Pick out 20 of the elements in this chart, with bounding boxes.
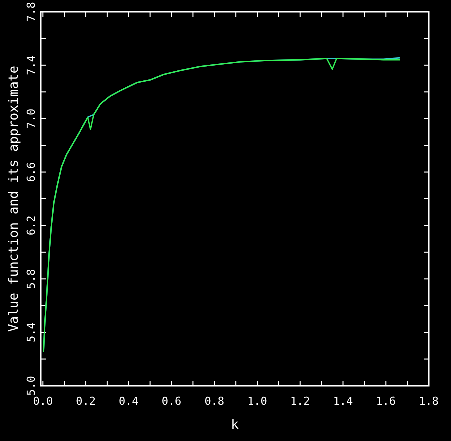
x-tick-label: 0.8 (204, 395, 225, 408)
x-tick-label: 0.2 (76, 395, 96, 408)
x-axis-title: k (231, 418, 240, 433)
y-tick-label: 5.8 (25, 269, 38, 290)
y-tick-label: 6.2 (25, 216, 38, 236)
x-tick-label: 1.2 (290, 395, 310, 408)
x-tick-label: 1.6 (376, 395, 396, 408)
y-tick-label: 7.8 (25, 2, 38, 22)
x-tick-label: 1.4 (333, 395, 354, 408)
x-tick-label: 0.4 (118, 395, 140, 408)
x-tick-label: 0.0 (33, 395, 54, 408)
y-axis-title: Value function and its approximate (7, 66, 22, 332)
x-tick-label: 0.6 (162, 395, 182, 408)
y-tick-label: 5.4 (25, 322, 38, 343)
x-tick-label: 1.0 (248, 395, 268, 408)
y-tick-label: 7.4 (25, 55, 38, 76)
x-tick-label: 1.8 (419, 395, 439, 408)
y-tick-label: 7.0 (25, 108, 38, 129)
y-tick-label: 5.0 (25, 376, 38, 396)
y-tick-label: 6.6 (25, 162, 38, 182)
